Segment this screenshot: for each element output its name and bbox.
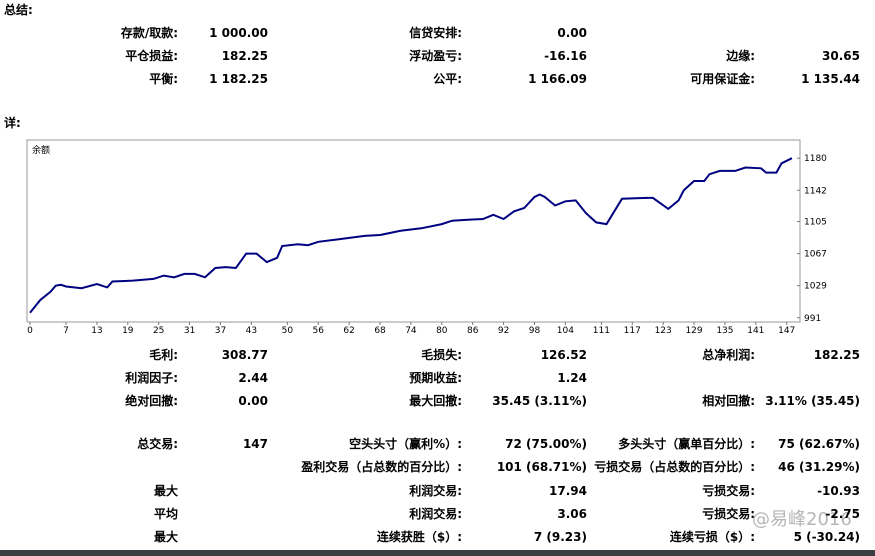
summary-title: 总结: xyxy=(4,3,33,17)
field-value: 75 (62.67%) xyxy=(778,437,860,451)
field-label: 毛损失: xyxy=(421,348,462,362)
field-label: 绝对回撤: xyxy=(125,394,178,408)
x-tick-label: 0 xyxy=(27,326,33,336)
x-tick-label: 117 xyxy=(624,326,641,336)
field-value: 17.94 xyxy=(549,484,587,498)
field-value: 1 182.25 xyxy=(209,72,268,86)
y-tick-label: 991 xyxy=(804,314,821,324)
field-value: 182.25 xyxy=(221,49,268,63)
x-tick-label: 123 xyxy=(655,326,672,336)
x-tick-label: 129 xyxy=(685,326,702,336)
x-tick-label: 43 xyxy=(246,326,257,336)
field-label: 连续获胜（$）: xyxy=(376,530,462,544)
field-value: 30.65 xyxy=(822,49,860,63)
field-label: 边缘: xyxy=(726,49,755,63)
y-tick-label: 1105 xyxy=(804,218,827,228)
field-label: 亏损交易: xyxy=(702,484,755,498)
field-label: 预期收益: xyxy=(409,371,462,385)
field-label: 利润交易: xyxy=(409,484,462,498)
field-label: 多头头寸（赢单百分比）: xyxy=(618,437,755,451)
details-title: 详: xyxy=(4,116,21,130)
x-tick-label: 74 xyxy=(405,326,417,336)
x-tick-label: 141 xyxy=(747,326,764,336)
x-tick-label: 135 xyxy=(716,326,733,336)
field-value: 35.45 (3.11%) xyxy=(492,394,587,408)
field-label: 亏损交易: xyxy=(702,507,755,521)
field-value: -10.93 xyxy=(817,484,860,498)
field-value: 308.77 xyxy=(221,348,268,362)
field-label: 平均 xyxy=(153,507,178,521)
field-label: 平仓损益: xyxy=(125,49,178,63)
field-label: 最大 xyxy=(153,484,178,498)
field-value: 182.25 xyxy=(813,348,860,362)
field-value: 101 (68.71%) xyxy=(496,460,587,474)
field-value: 3.06 xyxy=(557,507,587,521)
chart-frame xyxy=(26,139,801,323)
field-value: 1 166.09 xyxy=(528,72,587,86)
field-value: 147 xyxy=(242,437,268,451)
x-tick-label: 7 xyxy=(63,326,69,336)
x-tick-label: 147 xyxy=(778,326,795,336)
field-label: 存款/取款: xyxy=(120,26,178,40)
y-tick-label: 1180 xyxy=(804,154,827,164)
field-label: 最大 xyxy=(153,530,178,544)
chart-label: 余额 xyxy=(32,144,50,156)
field-value: 1.24 xyxy=(557,371,587,385)
x-tick-label: 98 xyxy=(529,326,541,336)
field-value: 5 (-30.24) xyxy=(793,530,860,544)
x-tick-label: 25 xyxy=(153,326,164,336)
y-tick-label: 1067 xyxy=(804,250,827,260)
field-value: 0.00 xyxy=(238,394,268,408)
y-tick-label: 1029 xyxy=(804,282,827,292)
field-value: 1 135.44 xyxy=(801,72,860,86)
field-value: 0.00 xyxy=(557,26,587,40)
watermark: @易峰2016 xyxy=(752,509,852,530)
x-tick-label: 19 xyxy=(122,326,134,336)
field-value: 7 (9.23) xyxy=(533,530,587,544)
field-label: 最大回撤: xyxy=(409,394,462,408)
field-label: 空头头寸（赢利%）: xyxy=(349,437,462,451)
field-label: 盈利交易（占总数的百分比）: xyxy=(301,460,462,474)
field-value: 46 (31.29%) xyxy=(778,460,860,474)
field-label: 浮动盈亏: xyxy=(409,49,462,63)
status-bar xyxy=(0,550,875,556)
x-tick-label: 13 xyxy=(91,326,102,336)
field-label: 平衡: xyxy=(149,72,178,86)
field-value: 126.52 xyxy=(540,348,587,362)
x-tick-label: 92 xyxy=(498,326,509,336)
x-tick-label: 50 xyxy=(282,326,294,336)
field-label: 利润因子: xyxy=(125,371,178,385)
field-value: 3.11% (35.45) xyxy=(765,394,860,408)
field-label: 相对回撤: xyxy=(702,394,755,408)
field-value: 2.44 xyxy=(238,371,268,385)
x-tick-label: 80 xyxy=(436,326,448,336)
y-tick-label: 1142 xyxy=(804,186,827,196)
field-label: 总交易: xyxy=(137,437,178,451)
x-tick-label: 56 xyxy=(313,326,325,336)
field-label: 利润交易: xyxy=(409,507,462,521)
field-value: 1 000.00 xyxy=(209,26,268,40)
x-tick-label: 31 xyxy=(184,326,195,336)
field-label: 公平: xyxy=(433,72,462,86)
field-label: 毛利: xyxy=(149,348,178,362)
x-tick-label: 104 xyxy=(557,326,574,336)
field-value: 72 (75.00%) xyxy=(505,437,587,451)
x-tick-label: 62 xyxy=(343,326,354,336)
field-value: -16.16 xyxy=(544,49,587,63)
x-tick-label: 111 xyxy=(593,326,610,336)
field-label: 亏损交易（占总数的百分比）: xyxy=(594,460,755,474)
field-label: 总净利润: xyxy=(702,348,755,362)
field-label: 可用保证金: xyxy=(690,72,755,86)
field-label: 信贷安排: xyxy=(409,26,462,40)
x-tick-label: 68 xyxy=(374,326,386,336)
x-tick-label: 86 xyxy=(467,326,479,336)
balance-line xyxy=(29,157,793,314)
x-tick-label: 37 xyxy=(215,326,226,336)
field-value: -2.75 xyxy=(825,507,860,521)
field-label: 连续亏损（$）: xyxy=(669,530,755,544)
